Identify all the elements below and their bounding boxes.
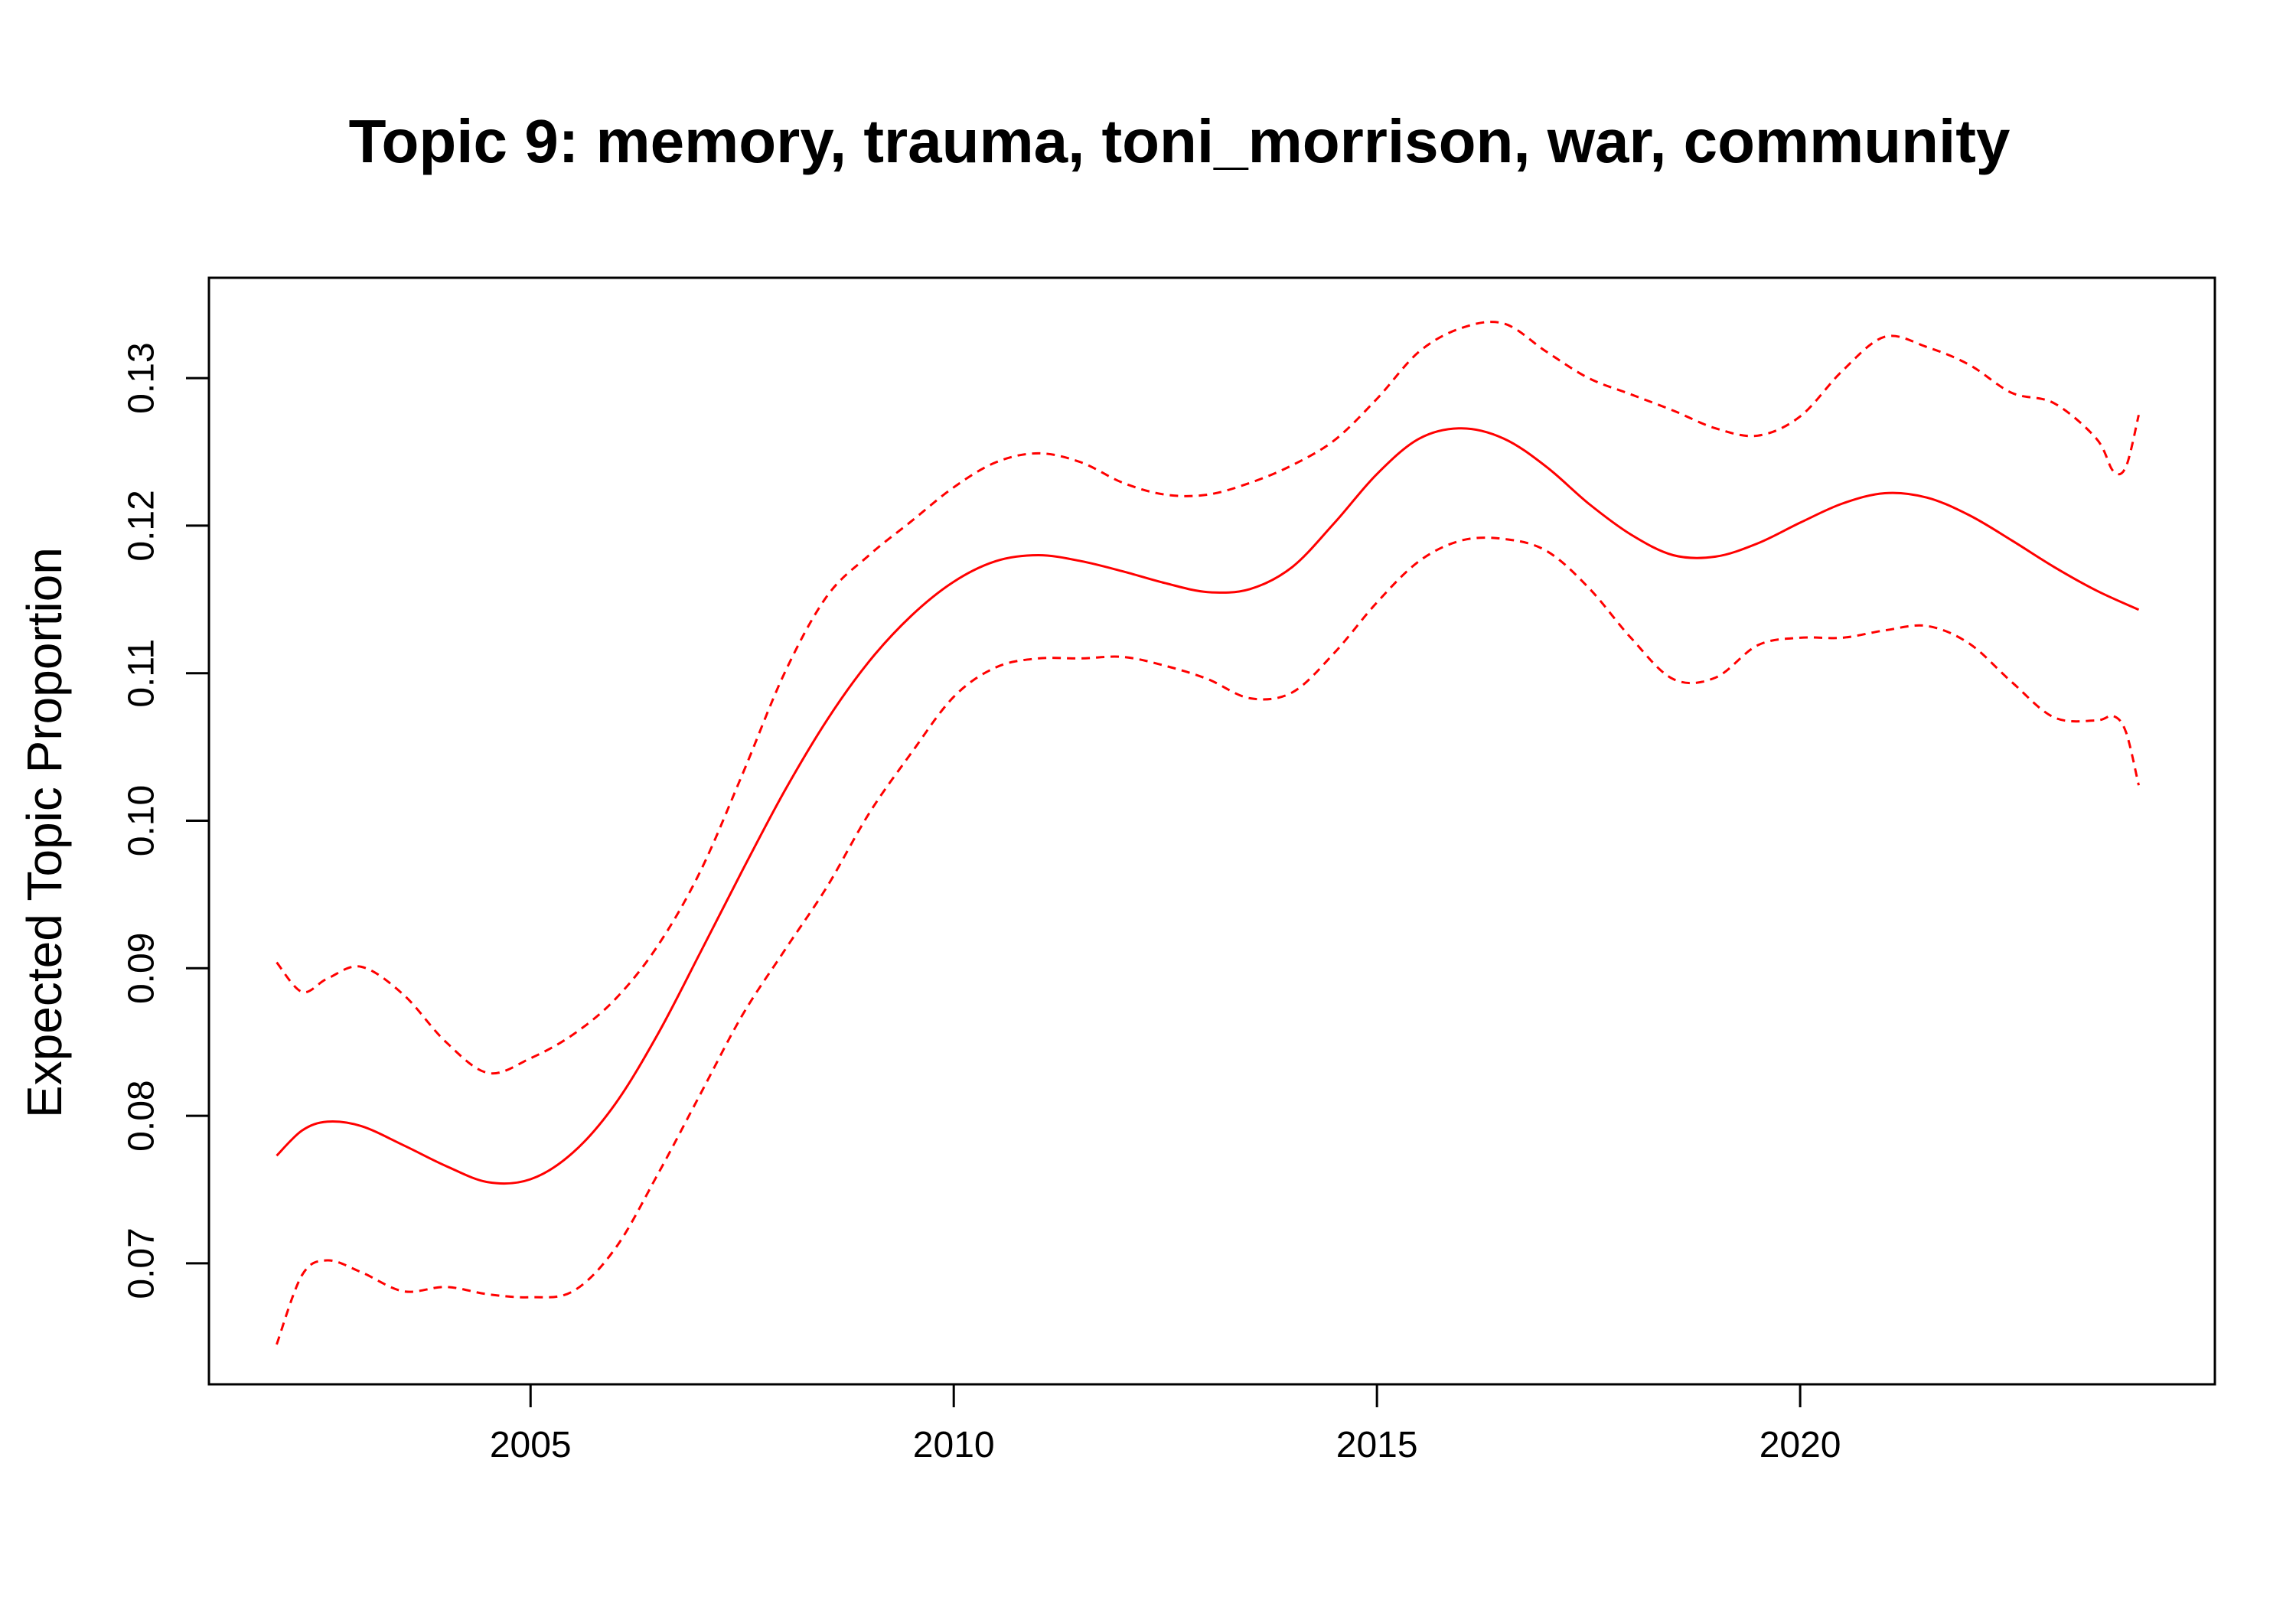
y-tick-label: 0.08 <box>122 1080 162 1151</box>
series-line-estimate <box>276 427 2140 1185</box>
y-tick-label: 0.12 <box>122 490 162 561</box>
y-tick-label: 0.13 <box>122 342 162 413</box>
y-axis: 0.07 0.08 0.09 0.10 0.11 0.12 0.13 <box>122 342 210 1299</box>
y-tick-label: 0.09 <box>122 933 162 1004</box>
plot-frame <box>207 276 2216 1386</box>
chart-title: Topic 9: memory, trauma, toni_morrison, … <box>349 107 2011 175</box>
x-tick-label: 2005 <box>490 1425 572 1465</box>
x-tick-label: 2010 <box>913 1425 995 1465</box>
x-axis: 2005 2010 2015 2020 <box>490 1383 1841 1465</box>
series-line-lower <box>276 536 2140 1345</box>
series-line-upper <box>276 321 2140 1075</box>
y-tick-label: 0.07 <box>122 1227 162 1299</box>
y-tick-label: 0.10 <box>122 785 162 856</box>
series-layer <box>276 321 2140 1345</box>
y-tick-label: 0.11 <box>122 639 162 708</box>
y-axis-label: Expected Topic Proportion <box>17 547 72 1118</box>
x-tick-label: 2015 <box>1336 1425 1418 1465</box>
x-tick-label: 2020 <box>1760 1425 1841 1465</box>
